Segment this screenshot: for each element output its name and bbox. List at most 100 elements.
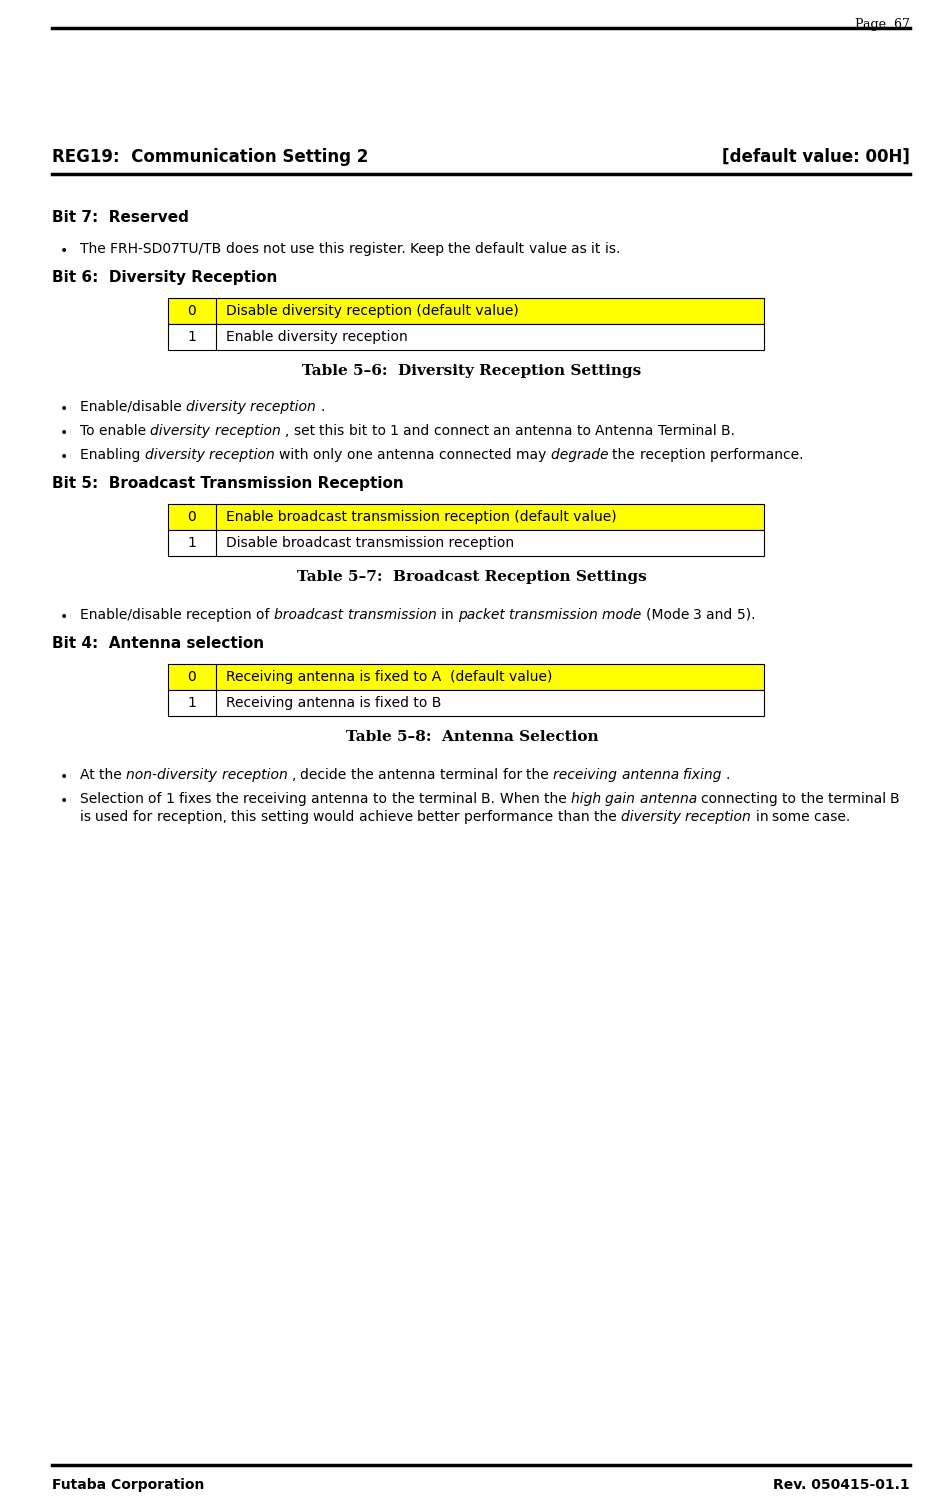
Text: performance: performance (464, 810, 558, 824)
Text: high: high (571, 792, 605, 806)
Text: Bit 7:  Reserved: Bit 7: Reserved (52, 210, 189, 225)
Text: enable: enable (99, 424, 150, 438)
Text: better: better (417, 810, 464, 824)
Text: connecting: connecting (701, 792, 783, 806)
Text: as: as (571, 241, 591, 257)
Text: •: • (60, 244, 68, 258)
Text: Enabling: Enabling (80, 448, 144, 462)
Bar (168, 664, 764, 690)
Text: Enable diversity reception: Enable diversity reception (226, 330, 408, 344)
Text: ,: , (292, 768, 300, 782)
Text: Page  67: Page 67 (855, 18, 910, 32)
Text: the: the (216, 792, 244, 806)
Text: would: would (313, 810, 359, 824)
Text: is.: is. (605, 241, 625, 257)
Text: reception: reception (685, 810, 755, 824)
Text: default: default (476, 241, 529, 257)
Text: Bit 6:  Diversity Reception: Bit 6: Diversity Reception (52, 270, 278, 285)
Text: an: an (494, 424, 515, 438)
Text: does: does (226, 241, 263, 257)
Text: reception,: reception, (157, 810, 231, 824)
Text: .: . (726, 768, 734, 782)
Text: reception: reception (215, 424, 285, 438)
Text: receiving: receiving (553, 768, 622, 782)
Text: Receiving antenna is fixed to B: Receiving antenna is fixed to B (226, 696, 442, 711)
Text: Table 5–8:  Antenna Selection: Table 5–8: Antenna Selection (346, 730, 598, 744)
Text: Table 5–6:  Diversity Reception Settings: Table 5–6: Diversity Reception Settings (302, 364, 642, 377)
Text: Terminal: Terminal (658, 424, 721, 438)
Text: to: to (372, 424, 390, 438)
Text: the: the (351, 768, 379, 782)
Text: and: and (706, 608, 737, 622)
Text: the: the (526, 768, 553, 782)
Text: REG19:  Communication Setting 2: REG19: Communication Setting 2 (52, 148, 368, 166)
Text: to: to (373, 792, 392, 806)
Text: diversity: diversity (186, 400, 250, 413)
Text: Bit 5:  Broadcast Transmission Reception: Bit 5: Broadcast Transmission Reception (52, 475, 404, 490)
Text: it: it (591, 241, 605, 257)
Text: non-diversity: non-diversity (126, 768, 222, 782)
Text: antenna: antenna (515, 424, 577, 438)
Text: antenna: antenna (312, 792, 373, 806)
Text: 1: 1 (390, 424, 403, 438)
Text: terminal: terminal (419, 792, 481, 806)
Text: reception: reception (640, 448, 710, 462)
Text: •: • (60, 794, 68, 807)
Text: •: • (60, 426, 68, 441)
Text: for: for (502, 768, 526, 782)
Text: terminal: terminal (440, 768, 502, 782)
Text: register.: register. (348, 241, 410, 257)
Text: 1: 1 (188, 330, 196, 344)
Text: •: • (60, 610, 68, 625)
Text: ,: , (285, 424, 294, 438)
Text: of: of (256, 608, 274, 622)
Text: degrade: degrade (550, 448, 613, 462)
Text: the: the (392, 792, 419, 806)
Text: one: one (346, 448, 377, 462)
Text: this: this (231, 810, 261, 824)
Text: .: . (321, 400, 329, 413)
Text: Rev. 050415-01.1: Rev. 050415-01.1 (773, 1477, 910, 1492)
Text: 5).: 5). (737, 608, 760, 622)
Text: 0: 0 (188, 670, 196, 684)
Text: Keep: Keep (410, 241, 448, 257)
Text: Antenna: Antenna (596, 424, 658, 438)
Text: B.: B. (481, 792, 499, 806)
Text: case.: case. (815, 810, 855, 824)
Text: only: only (313, 448, 346, 462)
Text: reception: reception (250, 400, 321, 413)
Text: transmission: transmission (509, 608, 602, 622)
Text: •: • (60, 401, 68, 416)
Text: the: the (448, 241, 476, 257)
Text: antenna: antenna (379, 768, 440, 782)
Text: with: with (279, 448, 313, 462)
Text: antenna: antenna (622, 768, 683, 782)
Text: set: set (294, 424, 319, 438)
Text: diversity: diversity (150, 424, 215, 438)
Text: of: of (148, 792, 166, 806)
Text: Bit 4:  Antenna selection: Bit 4: Antenna selection (52, 635, 264, 650)
Text: 1: 1 (188, 696, 196, 711)
Text: To: To (80, 424, 99, 438)
Text: Enable broadcast transmission reception (default value): Enable broadcast transmission reception … (226, 510, 616, 524)
Text: Receiving antenna is fixed to A  (default value): Receiving antenna is fixed to A (default… (226, 670, 552, 684)
Text: 3: 3 (694, 608, 706, 622)
Text: 0: 0 (188, 510, 196, 524)
Text: Table 5–7:  Broadcast Reception Settings: Table 5–7: Broadcast Reception Settings (297, 570, 647, 584)
Text: Selection: Selection (80, 792, 148, 806)
Text: reception: reception (210, 448, 279, 462)
Text: setting: setting (261, 810, 313, 824)
Text: than: than (558, 810, 594, 824)
Text: to: to (783, 792, 801, 806)
Text: use: use (290, 241, 319, 257)
Text: the: the (594, 810, 621, 824)
Text: At: At (80, 768, 99, 782)
Text: reception: reception (222, 768, 292, 782)
Text: antenna: antenna (377, 448, 439, 462)
Text: achieve: achieve (359, 810, 417, 824)
Text: not: not (263, 241, 290, 257)
Text: 0: 0 (188, 303, 196, 318)
Text: •: • (60, 770, 68, 785)
Text: When: When (499, 792, 544, 806)
Text: diversity: diversity (621, 810, 685, 824)
